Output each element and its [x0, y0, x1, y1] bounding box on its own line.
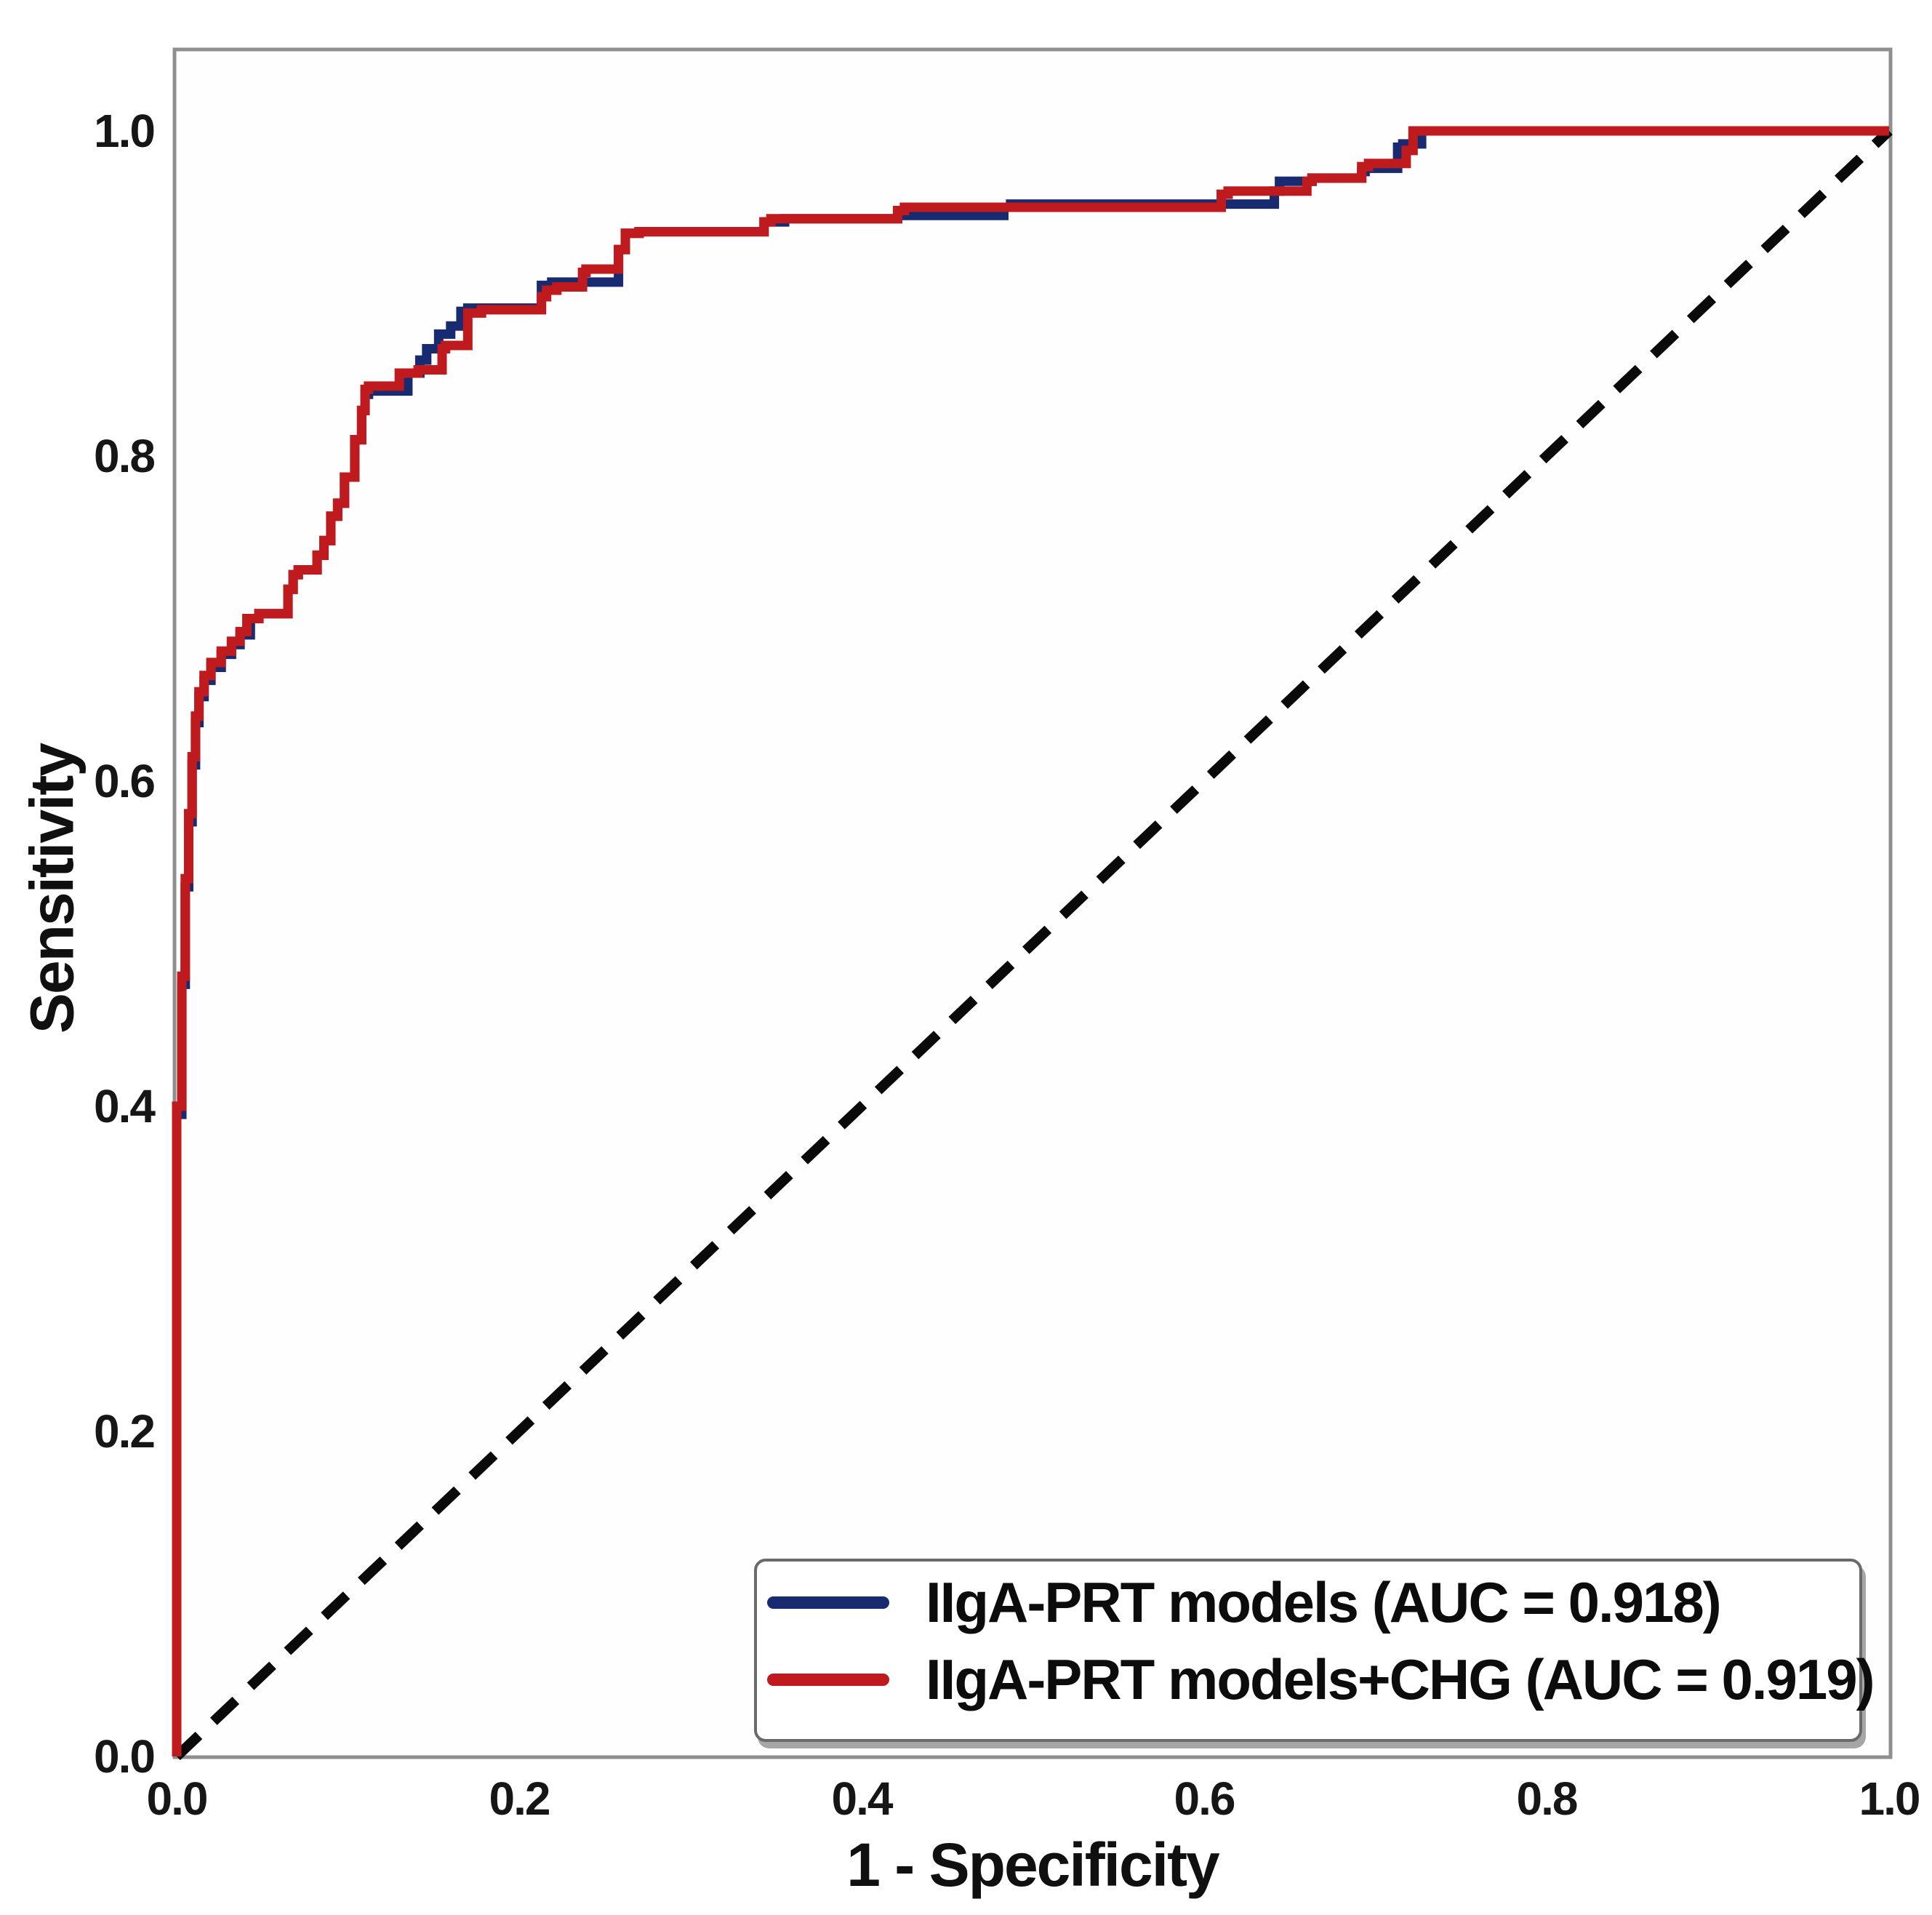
legend-box: IIgA-PRT models (AUC = 0.918) IIgA-PRT m… [754, 1559, 1875, 1742]
x-axis-title: 1 - Specificity [846, 1831, 1220, 1899]
y-tick-0.0: 0.0 [94, 1730, 156, 1783]
y-tick-1.0: 1.0 [94, 105, 156, 157]
legend-swatch-red [767, 1673, 889, 1686]
x-tick-0.0: 0.0 [146, 1772, 209, 1825]
x-tick-0.4: 0.4 [831, 1772, 894, 1825]
chance-diagonal-line [173, 127, 1893, 1761]
y-axis-title: Sensitivity [17, 743, 87, 1034]
y-tick-0.8: 0.8 [94, 430, 156, 482]
roc-curve-models-chg [172, 126, 1889, 1756]
legend-row-models-chg: IIgA-PRT models+CHG (AUC = 0.919) [767, 1643, 1875, 1716]
roc-curves [172, 126, 1889, 1756]
legend-label-models: IIgA-PRT models (AUC = 0.918) [926, 1570, 1722, 1634]
x-tick-0.6: 0.6 [1174, 1772, 1236, 1825]
y-tick-0.6: 0.6 [94, 755, 156, 807]
y-tick-0.2: 0.2 [94, 1405, 156, 1458]
plot-frame [172, 47, 1893, 1759]
legend-label-models-chg: IIgA-PRT models+CHG (AUC = 0.919) [926, 1647, 1875, 1711]
x-tick-0.8: 0.8 [1516, 1772, 1579, 1825]
x-tick-0.2: 0.2 [489, 1772, 551, 1825]
x-tick-1.0: 1.0 [1859, 1772, 1921, 1825]
legend-swatch-navy [767, 1596, 889, 1609]
legend-row-models: IIgA-PRT models (AUC = 0.918) [767, 1566, 1852, 1639]
y-tick-0.4: 0.4 [94, 1080, 156, 1132]
